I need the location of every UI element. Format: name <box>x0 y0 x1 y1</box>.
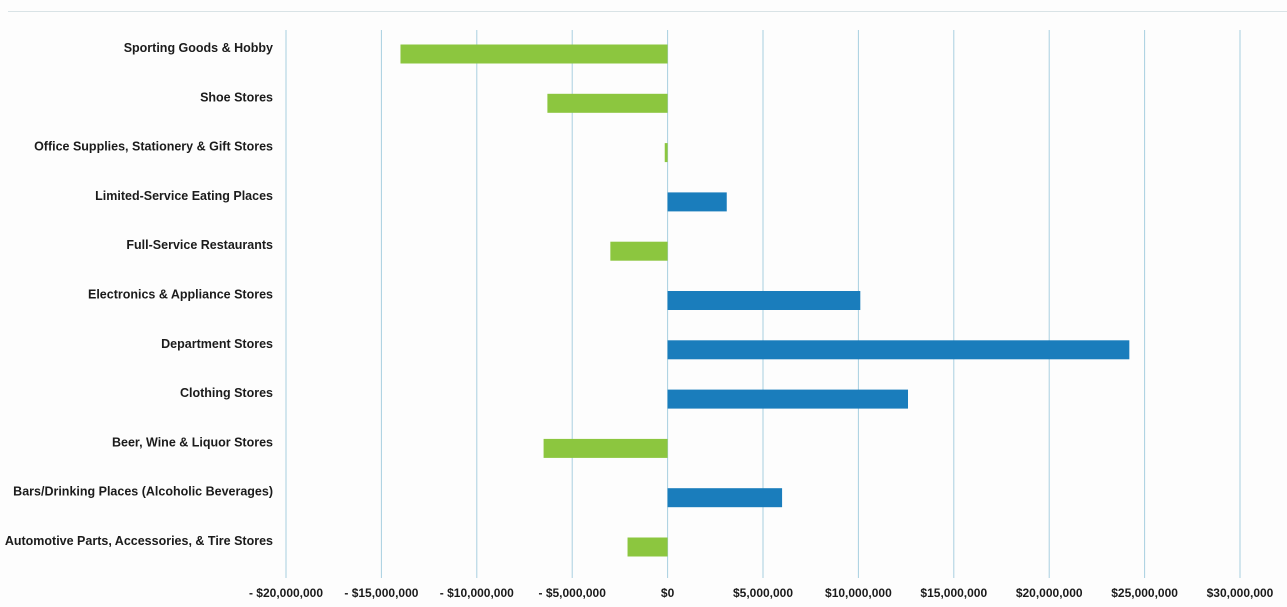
x-tick-label: - $10,000,000 <box>440 586 514 600</box>
bar <box>667 192 727 212</box>
bar <box>627 537 668 557</box>
category-label: Department Stores <box>161 337 273 351</box>
category-label: Automotive Parts, Accessories, & Tire St… <box>5 534 273 548</box>
category-label: Sporting Goods & Hobby <box>124 41 273 55</box>
bar <box>667 488 783 508</box>
chart-top-border <box>8 11 1287 12</box>
x-tick-label: $5,000,000 <box>733 586 793 600</box>
bar <box>547 93 668 113</box>
category-label: Office Supplies, Stationery & Gift Store… <box>34 140 273 154</box>
category-label: Full-Service Restaurants <box>126 238 273 252</box>
x-tick-label: $15,000,000 <box>920 586 987 600</box>
category-label: Bars/Drinking Places (Alcoholic Beverage… <box>13 485 273 499</box>
bar <box>664 143 668 163</box>
x-tick-label: $30,000,000 <box>1207 586 1274 600</box>
x-tick-label: $20,000,000 <box>1016 586 1083 600</box>
bar <box>667 340 1130 360</box>
x-tick-label: $10,000,000 <box>825 586 892 600</box>
x-tick-label: $25,000,000 <box>1111 586 1178 600</box>
category-label: Shoe Stores <box>200 90 273 104</box>
category-label: Clothing Stores <box>180 386 273 400</box>
x-tick-label: - $5,000,000 <box>539 586 607 600</box>
bar <box>667 291 861 310</box>
category-label: Beer, Wine & Liquor Stores <box>112 435 273 449</box>
bar <box>610 241 668 261</box>
x-tick-label: - $20,000,000 <box>249 586 323 600</box>
bar <box>543 438 668 458</box>
x-tick-label: - $15,000,000 <box>344 586 418 600</box>
category-label: Limited-Service Eating Places <box>95 189 273 203</box>
bar <box>400 44 668 64</box>
bar <box>667 389 909 409</box>
category-label: Electronics & Appliance Stores <box>88 288 273 302</box>
x-tick-label: $0 <box>661 586 675 600</box>
